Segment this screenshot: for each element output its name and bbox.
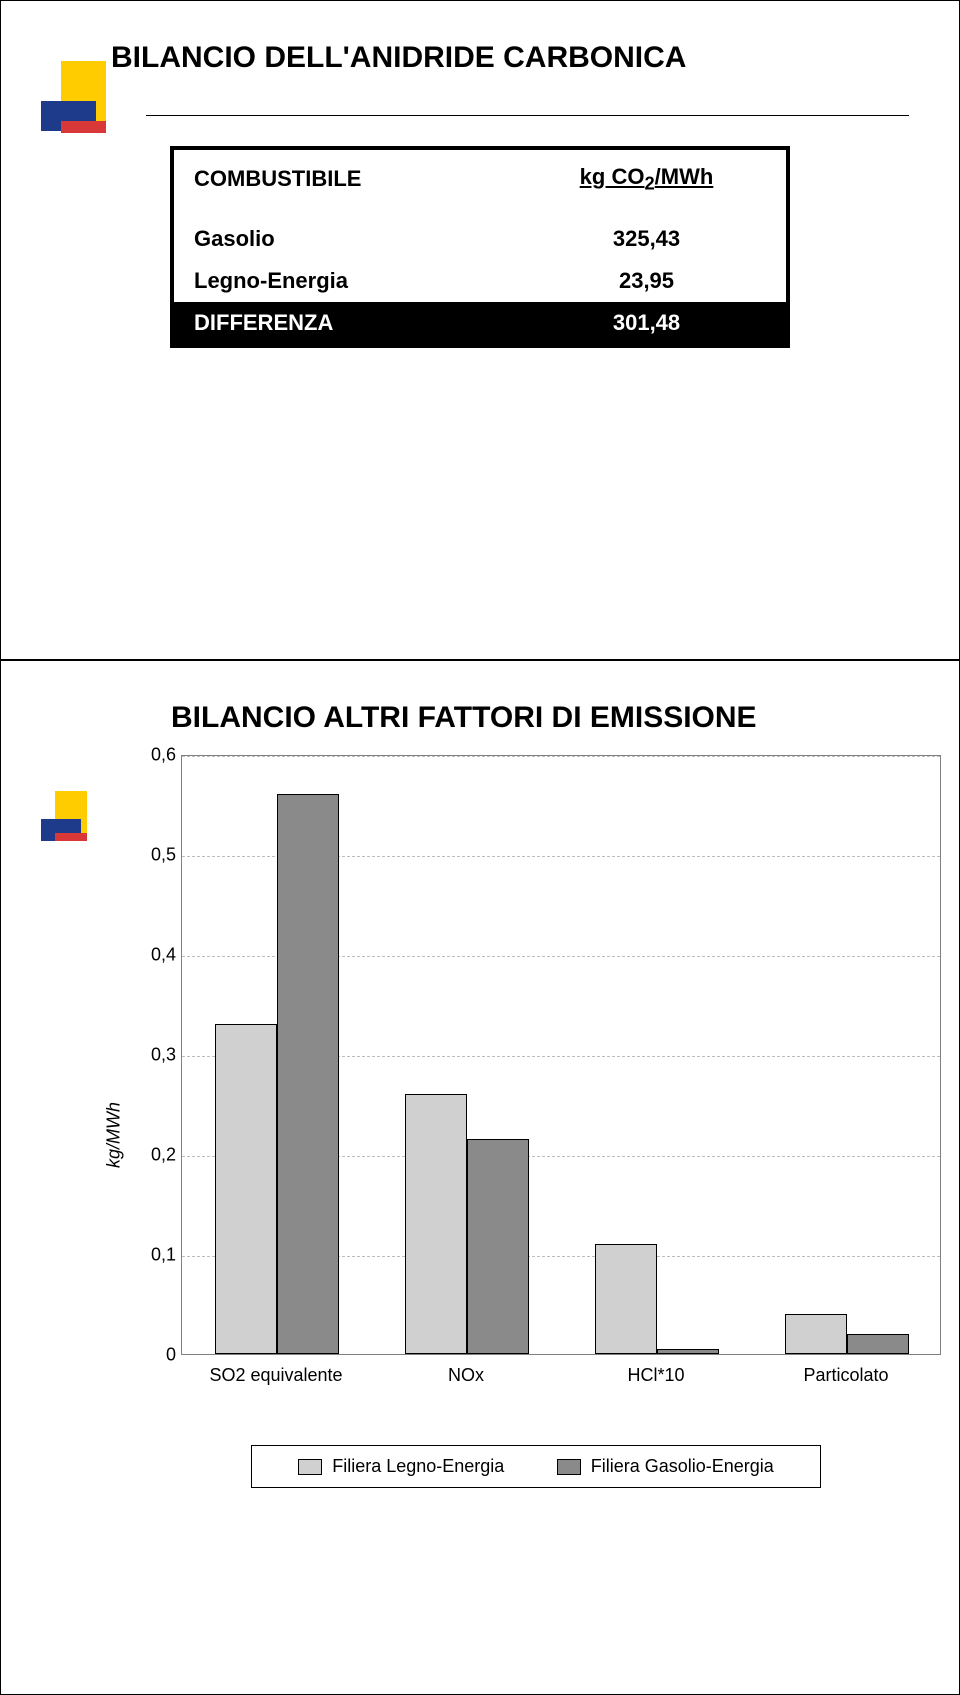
bar [847,1334,909,1354]
slide2-title: BILANCIO ALTRI FATTORI DI EMISSIONE [171,701,909,735]
legend-swatch-icon [298,1459,322,1475]
table-body: Gasolio 325,43 Legno-Energia 23,95 DIFFE… [172,218,788,346]
table-col-kgco2: kg CO2/MWh [507,148,788,218]
y-tick-label: 0,2 [126,1145,176,1166]
x-axis-label: HCl*10 [561,1365,751,1386]
slide1-title: BILANCIO DELL'ANIDRIDE CARBONICA [111,41,909,75]
bar-group [372,756,562,1354]
y-tick-label: 0 [126,1345,176,1366]
table-row-differenza: DIFFERENZA 301,48 [172,302,788,346]
bar [467,1139,529,1354]
bar [785,1314,847,1354]
bar-group [562,756,752,1354]
bar [215,1024,277,1354]
slide-bilancio-altri: BILANCIO ALTRI FATTORI DI EMISSIONE kg/M… [0,660,960,1695]
bar-group [752,756,942,1354]
table-col-combustibile: COMBUSTIBILE [172,148,507,218]
table-row: Gasolio 325,43 [172,218,788,260]
bar-group [182,756,372,1354]
x-axis-label: NOx [371,1365,561,1386]
legend-item-gasolio: Filiera Gasolio-Energia [557,1456,774,1477]
corner-decor-icon [41,791,101,851]
slide-bilancio-co2: BILANCIO DELL'ANIDRIDE CARBONICA COMBUST… [0,0,960,660]
y-tick-label: 0,3 [126,1045,176,1066]
plot-area [181,755,941,1355]
bar [277,794,339,1354]
emissions-chart: kg/MWh 00,10,20,30,40,50,6 SO2 equivalen… [131,755,879,1515]
table-row: Legno-Energia 23,95 [172,260,788,302]
x-axis-label: SO2 equivalente [181,1365,371,1386]
x-axis-label: Particolato [751,1365,941,1386]
co2-table: COMBUSTIBILE kg CO2/MWh Gasolio 325,43 L… [170,146,790,348]
y-tick-label: 0,6 [126,745,176,766]
legend-item-legno: Filiera Legno-Energia [298,1456,504,1477]
y-tick-label: 0,1 [126,1245,176,1266]
bar [405,1094,467,1354]
corner-decor-icon [41,61,111,141]
y-axis-label: kg/MWh [104,1102,125,1168]
chart-legend: Filiera Legno-Energia Filiera Gasolio-En… [251,1445,821,1488]
y-tick-label: 0,5 [126,845,176,866]
legend-swatch-icon [557,1459,581,1475]
divider [146,115,909,116]
bar [595,1244,657,1354]
y-tick-label: 0,4 [126,945,176,966]
bar [657,1349,719,1354]
